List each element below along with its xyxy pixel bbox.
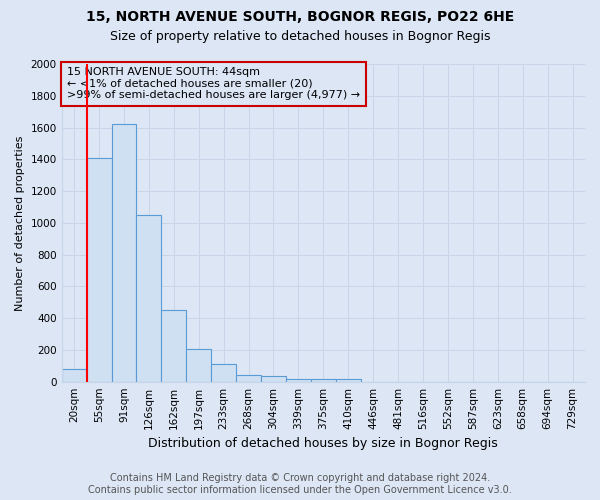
Bar xyxy=(186,349,211,382)
Text: Contains HM Land Registry data © Crown copyright and database right 2024.
Contai: Contains HM Land Registry data © Crown c… xyxy=(88,474,512,495)
X-axis label: Distribution of detached houses by size in Bognor Regis: Distribution of detached houses by size … xyxy=(148,437,498,450)
Bar xyxy=(86,158,112,382)
Bar xyxy=(286,378,311,382)
Bar xyxy=(311,380,336,382)
Bar xyxy=(336,378,361,382)
Bar xyxy=(211,364,236,382)
Bar xyxy=(136,215,161,382)
Bar xyxy=(236,374,261,382)
Bar xyxy=(261,376,286,382)
Text: 15 NORTH AVENUE SOUTH: 44sqm
← <1% of detached houses are smaller (20)
>99% of s: 15 NORTH AVENUE SOUTH: 44sqm ← <1% of de… xyxy=(67,67,360,100)
Text: 15, NORTH AVENUE SOUTH, BOGNOR REGIS, PO22 6HE: 15, NORTH AVENUE SOUTH, BOGNOR REGIS, PO… xyxy=(86,10,514,24)
Y-axis label: Number of detached properties: Number of detached properties xyxy=(15,135,25,310)
Bar xyxy=(62,369,86,382)
Text: Size of property relative to detached houses in Bognor Regis: Size of property relative to detached ho… xyxy=(110,30,490,43)
Bar xyxy=(161,310,186,382)
Bar xyxy=(112,124,136,382)
